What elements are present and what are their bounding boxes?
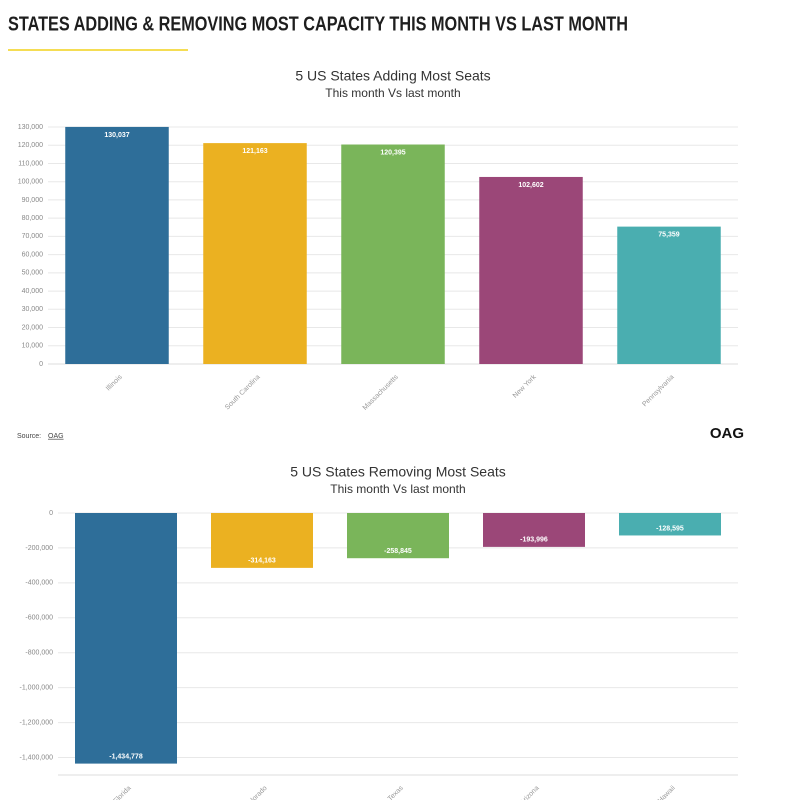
bar — [341, 144, 445, 364]
value-label: 121,163 — [242, 148, 267, 155]
x-tick-label: Colorado — [244, 785, 269, 800]
bar — [65, 126, 169, 364]
x-tick-label: Massachusetts — [362, 373, 400, 411]
chart-title: 5 US States Adding Most Seats — [295, 68, 490, 84]
value-label: 120,395 — [380, 149, 405, 156]
source-label: Source: — [17, 433, 41, 440]
bar — [75, 513, 177, 764]
bar — [619, 513, 721, 536]
x-tick-label: New York — [512, 373, 538, 399]
y-tick-label: 120,000 — [18, 142, 43, 149]
x-tick-label: Hawaii — [657, 784, 677, 800]
page-title: STATES ADDING & REMOVING MOST CAPACITY T… — [8, 13, 628, 35]
chart-subtitle: This month Vs last month — [325, 86, 460, 100]
y-tick-label: 30,000 — [22, 306, 44, 313]
y-tick-label: 70,000 — [22, 233, 44, 240]
x-tick-label: Illinois — [105, 373, 124, 392]
value-label: -1,434,778 — [109, 753, 143, 760]
y-tick-label: 10,000 — [22, 343, 44, 350]
x-tick-label: Florida — [113, 785, 133, 800]
y-tick-label: -400,000 — [25, 580, 53, 587]
x-tick-label: Arizona — [519, 785, 541, 800]
bar — [479, 176, 583, 364]
logo: OAG — [710, 425, 744, 442]
value-label: 75,359 — [658, 231, 680, 238]
y-tick-label: -1,200,000 — [20, 719, 54, 726]
y-tick-label: -200,000 — [25, 545, 53, 552]
x-tick-label: Texas — [387, 784, 405, 800]
y-tick-label: 50,000 — [22, 270, 44, 277]
value-label: -128,595 — [656, 525, 684, 532]
y-tick-label: 20,000 — [22, 324, 44, 331]
y-tick-label: 80,000 — [22, 215, 44, 222]
bar — [483, 513, 585, 547]
bar — [211, 513, 313, 568]
value-label: -193,996 — [520, 537, 548, 544]
value-label: -258,845 — [384, 548, 412, 555]
bar — [347, 513, 449, 559]
y-tick-label: 110,000 — [18, 160, 43, 167]
chart-subtitle: This month Vs last month — [330, 482, 465, 496]
y-tick-label: -1,000,000 — [20, 685, 54, 692]
x-tick-label: South Carolina — [224, 374, 262, 412]
y-tick-label: 0 — [39, 361, 43, 368]
y-tick-label: -600,000 — [25, 615, 53, 622]
y-tick-label: 60,000 — [22, 251, 44, 258]
value-label: 130,037 — [104, 132, 129, 139]
y-tick-label: 90,000 — [22, 197, 44, 204]
source-link[interactable]: OAG — [48, 433, 64, 440]
value-label: -314,163 — [248, 558, 276, 565]
bar — [617, 226, 721, 364]
chart-title: 5 US States Removing Most Seats — [290, 464, 506, 480]
y-tick-label: 130,000 — [18, 124, 43, 131]
bar — [203, 143, 307, 364]
y-tick-label: 100,000 — [18, 179, 43, 186]
value-label: 102,602 — [518, 182, 543, 189]
y-tick-label: 40,000 — [22, 288, 44, 295]
x-tick-label: Pennsylvania — [641, 374, 675, 408]
y-tick-label: -800,000 — [25, 650, 53, 657]
y-tick-label: -1,400,000 — [20, 754, 54, 761]
y-tick-label: 0 — [49, 510, 53, 517]
